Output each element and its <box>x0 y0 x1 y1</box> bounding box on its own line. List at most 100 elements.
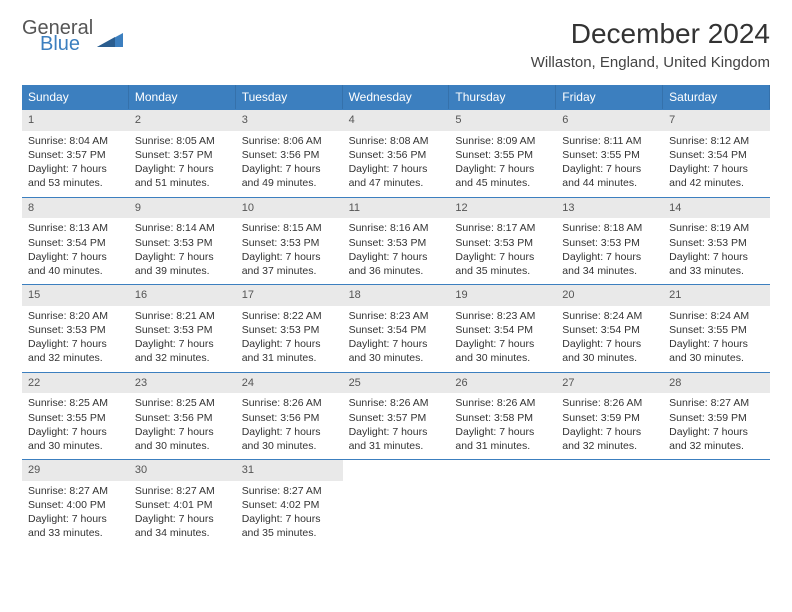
day-cell: 24Sunrise: 8:26 AMSunset: 3:56 PMDayligh… <box>236 372 343 460</box>
daylight-line: Daylight: 7 hours and 37 minutes. <box>242 250 337 278</box>
day-number: 3 <box>236 110 343 131</box>
title-block: December 2024 Willaston, England, United… <box>531 18 770 71</box>
sunset-line: Sunset: 3:55 PM <box>455 148 550 162</box>
sunset-line: Sunset: 3:57 PM <box>349 411 444 425</box>
dow-header: Tuesday <box>236 85 343 109</box>
sunset-line: Sunset: 3:53 PM <box>135 236 230 250</box>
day-cell: 21Sunrise: 8:24 AMSunset: 3:55 PMDayligh… <box>663 284 770 372</box>
day-cell: 14Sunrise: 8:19 AMSunset: 3:53 PMDayligh… <box>663 197 770 285</box>
sunrise-line: Sunrise: 8:24 AM <box>669 309 764 323</box>
day-cell: 15Sunrise: 8:20 AMSunset: 3:53 PMDayligh… <box>22 284 129 372</box>
daylight-line: Daylight: 7 hours and 31 minutes. <box>455 425 550 453</box>
daylight-line: Daylight: 7 hours and 40 minutes. <box>28 250 123 278</box>
sunset-line: Sunset: 4:02 PM <box>242 498 337 512</box>
day-number: 13 <box>556 198 663 219</box>
day-number: 20 <box>556 285 663 306</box>
sunset-line: Sunset: 4:01 PM <box>135 498 230 512</box>
day-body: Sunrise: 8:25 AMSunset: 3:56 PMDaylight:… <box>129 393 236 459</box>
day-body: Sunrise: 8:12 AMSunset: 3:54 PMDaylight:… <box>663 131 770 197</box>
daylight-line: Daylight: 7 hours and 36 minutes. <box>349 250 444 278</box>
dow-header: Monday <box>129 85 236 109</box>
daylight-line: Daylight: 7 hours and 32 minutes. <box>135 337 230 365</box>
day-number: 22 <box>22 373 129 394</box>
sunrise-line: Sunrise: 8:05 AM <box>135 134 230 148</box>
day-number: 7 <box>663 110 770 131</box>
day-number: 12 <box>449 198 556 219</box>
sunset-line: Sunset: 3:55 PM <box>28 411 123 425</box>
daylight-line: Daylight: 7 hours and 42 minutes. <box>669 162 764 190</box>
empty-cell <box>663 459 770 547</box>
day-number: 25 <box>343 373 450 394</box>
sunset-line: Sunset: 3:53 PM <box>242 323 337 337</box>
daylight-line: Daylight: 7 hours and 34 minutes. <box>135 512 230 540</box>
daylight-line: Daylight: 7 hours and 34 minutes. <box>562 250 657 278</box>
sunrise-line: Sunrise: 8:13 AM <box>28 221 123 235</box>
location: Willaston, England, United Kingdom <box>531 54 770 71</box>
day-cell: 4Sunrise: 8:08 AMSunset: 3:56 PMDaylight… <box>343 109 450 197</box>
day-number: 29 <box>22 460 129 481</box>
day-body: Sunrise: 8:27 AMSunset: 4:02 PMDaylight:… <box>236 481 343 547</box>
day-body: Sunrise: 8:14 AMSunset: 3:53 PMDaylight:… <box>129 218 236 284</box>
day-cell: 3Sunrise: 8:06 AMSunset: 3:56 PMDaylight… <box>236 109 343 197</box>
daylight-line: Daylight: 7 hours and 30 minutes. <box>28 425 123 453</box>
sunset-line: Sunset: 3:53 PM <box>562 236 657 250</box>
day-cell: 29Sunrise: 8:27 AMSunset: 4:00 PMDayligh… <box>22 459 129 547</box>
month-title: December 2024 <box>531 18 770 50</box>
daylight-line: Daylight: 7 hours and 31 minutes. <box>349 425 444 453</box>
day-body: Sunrise: 8:17 AMSunset: 3:53 PMDaylight:… <box>449 218 556 284</box>
sunset-line: Sunset: 3:57 PM <box>28 148 123 162</box>
day-number: 26 <box>449 373 556 394</box>
daylight-line: Daylight: 7 hours and 53 minutes. <box>28 162 123 190</box>
daylight-line: Daylight: 7 hours and 31 minutes. <box>242 337 337 365</box>
sunrise-line: Sunrise: 8:17 AM <box>455 221 550 235</box>
daylight-line: Daylight: 7 hours and 35 minutes. <box>242 512 337 540</box>
sunrise-line: Sunrise: 8:16 AM <box>349 221 444 235</box>
day-body: Sunrise: 8:26 AMSunset: 3:57 PMDaylight:… <box>343 393 450 459</box>
daylight-line: Daylight: 7 hours and 30 minutes. <box>349 337 444 365</box>
day-body: Sunrise: 8:27 AMSunset: 4:00 PMDaylight:… <box>22 481 129 547</box>
sunrise-line: Sunrise: 8:27 AM <box>135 484 230 498</box>
daylight-line: Daylight: 7 hours and 35 minutes. <box>455 250 550 278</box>
sunset-line: Sunset: 3:53 PM <box>349 236 444 250</box>
sunset-line: Sunset: 3:58 PM <box>455 411 550 425</box>
sunrise-line: Sunrise: 8:19 AM <box>669 221 764 235</box>
sunrise-line: Sunrise: 8:25 AM <box>28 396 123 410</box>
daylight-line: Daylight: 7 hours and 30 minutes. <box>669 337 764 365</box>
sunrise-line: Sunrise: 8:15 AM <box>242 221 337 235</box>
day-number: 28 <box>663 373 770 394</box>
logo: General Blue <box>22 18 123 54</box>
day-cell: 6Sunrise: 8:11 AMSunset: 3:55 PMDaylight… <box>556 109 663 197</box>
dow-header: Sunday <box>22 85 129 109</box>
sunrise-line: Sunrise: 8:27 AM <box>28 484 123 498</box>
daylight-line: Daylight: 7 hours and 39 minutes. <box>135 250 230 278</box>
day-number: 9 <box>129 198 236 219</box>
sunrise-line: Sunrise: 8:11 AM <box>562 134 657 148</box>
day-cell: 28Sunrise: 8:27 AMSunset: 3:59 PMDayligh… <box>663 372 770 460</box>
daylight-line: Daylight: 7 hours and 51 minutes. <box>135 162 230 190</box>
sunset-line: Sunset: 3:56 PM <box>242 411 337 425</box>
dow-header: Thursday <box>449 85 556 109</box>
sunset-line: Sunset: 3:53 PM <box>242 236 337 250</box>
day-number: 1 <box>22 110 129 131</box>
day-body: Sunrise: 8:23 AMSunset: 3:54 PMDaylight:… <box>343 306 450 372</box>
sunset-line: Sunset: 3:53 PM <box>455 236 550 250</box>
day-cell: 2Sunrise: 8:05 AMSunset: 3:57 PMDaylight… <box>129 109 236 197</box>
day-number: 10 <box>236 198 343 219</box>
day-cell: 26Sunrise: 8:26 AMSunset: 3:58 PMDayligh… <box>449 372 556 460</box>
daylight-line: Daylight: 7 hours and 30 minutes. <box>135 425 230 453</box>
sunrise-line: Sunrise: 8:06 AM <box>242 134 337 148</box>
day-body: Sunrise: 8:26 AMSunset: 3:59 PMDaylight:… <box>556 393 663 459</box>
day-body: Sunrise: 8:27 AMSunset: 4:01 PMDaylight:… <box>129 481 236 547</box>
day-number: 4 <box>343 110 450 131</box>
day-body: Sunrise: 8:04 AMSunset: 3:57 PMDaylight:… <box>22 131 129 197</box>
day-body: Sunrise: 8:24 AMSunset: 3:54 PMDaylight:… <box>556 306 663 372</box>
empty-cell <box>449 459 556 547</box>
sunset-line: Sunset: 3:56 PM <box>135 411 230 425</box>
day-number: 19 <box>449 285 556 306</box>
day-cell: 16Sunrise: 8:21 AMSunset: 3:53 PMDayligh… <box>129 284 236 372</box>
daylight-line: Daylight: 7 hours and 32 minutes. <box>28 337 123 365</box>
daylight-line: Daylight: 7 hours and 45 minutes. <box>455 162 550 190</box>
day-body: Sunrise: 8:22 AMSunset: 3:53 PMDaylight:… <box>236 306 343 372</box>
day-body: Sunrise: 8:21 AMSunset: 3:53 PMDaylight:… <box>129 306 236 372</box>
sunrise-line: Sunrise: 8:25 AM <box>135 396 230 410</box>
